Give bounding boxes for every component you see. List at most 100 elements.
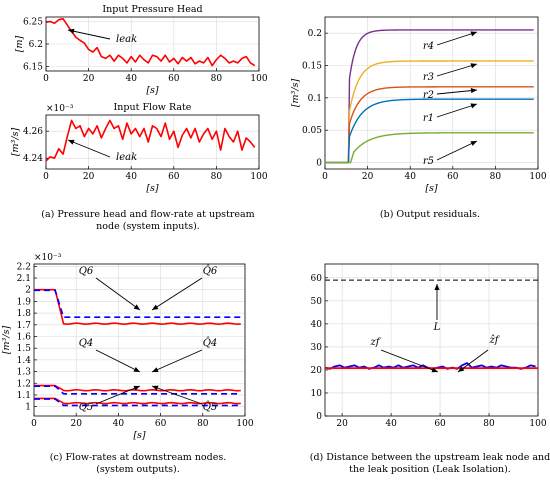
x-tick-label: 20: [83, 74, 95, 84]
axis-exponent: ×10⁻³: [34, 253, 62, 263]
leak-label-a1: leak: [116, 34, 137, 45]
y-axis-label: [m]: [14, 35, 25, 52]
x-tick-label: 80: [490, 172, 502, 182]
residual-arrow-head: [470, 88, 477, 94]
residual-label: r3: [423, 72, 434, 83]
flow-arrow: [151, 385, 203, 405]
panel-b-output-residuals: 0 20 40 60 80 100 0 0.05 0.1 0.15 0.2 [s] [m³/s] r4 r3…: [290, 16, 547, 194]
flow-series-line: [34, 384, 241, 392]
y-tick-label: 1.7: [17, 321, 32, 331]
y-tick-label: 1.5: [17, 344, 32, 354]
x-axis-label: [s]: [425, 183, 438, 194]
x-tick-label: 100: [529, 419, 546, 429]
flow-arrow: [95, 385, 141, 405]
x-tick-label: 20: [83, 172, 95, 182]
caption-c-line2: (system outputs).: [96, 464, 180, 475]
y-tick-label: 1.8: [17, 309, 32, 319]
x-tick-label: 60: [168, 172, 180, 182]
flow-label: Q̂4: [203, 337, 218, 349]
residual-arrow: [436, 31, 478, 46]
flow-label: Q4: [79, 338, 94, 349]
y-tick-label: 1: [25, 403, 31, 413]
flow-label: Q̂5: [203, 401, 218, 413]
leak-label-a2: leak: [116, 152, 137, 163]
x-tick-label: 80: [211, 172, 223, 182]
y-tick-label: 1.2: [17, 379, 31, 389]
y-tick-label: 30: [311, 343, 323, 353]
x-tick-label: 40: [385, 419, 397, 429]
panel-a2-input-flow-rate: 0 20 40 60 80 100 4.24 4.26 [s] [m³/s] Input Flow …: [10, 102, 268, 194]
caption-d-line1: (d) Distance between the upstream leak n…: [310, 452, 550, 463]
caption-a-line1: (a) Pressure head and flow-rate at upstr…: [41, 209, 254, 220]
x-tick-label: 20: [362, 172, 374, 182]
axes-frame: [45, 114, 260, 170]
y-tick-label: 20: [311, 366, 323, 376]
flow-series-line: [34, 398, 241, 407]
leak-arrow-a2: [67, 139, 111, 158]
y-tick-label: 0.05: [302, 126, 322, 136]
y-tick-label: 6.15: [23, 63, 43, 73]
y-tick-label: 0.15: [302, 62, 322, 72]
y-tick-label: 50: [311, 297, 323, 307]
flow-arrow: [95, 277, 141, 311]
y-tick-label: 0: [316, 159, 322, 169]
x-tick-label: 60: [168, 74, 180, 84]
y-tick-label: 40: [311, 320, 323, 330]
chart-title: Input Pressure Head: [102, 4, 202, 15]
residual-arrow-head: [470, 103, 477, 109]
x-tick-label: 80: [197, 419, 209, 429]
flow-arrow-head: [133, 366, 140, 372]
flow-arrow: [151, 349, 203, 373]
panel-c-downstream-flow-rates: 0 20 40 60 80 100 1 1.1 1.21.3 1.4 1.5 1.61.7 1.8 1.9…: [1, 253, 254, 441]
residual-arrow-head: [470, 31, 477, 37]
flow-label: Q6: [79, 266, 94, 277]
x-tick-label: 40: [113, 419, 125, 429]
x-tick-label: 0: [322, 172, 328, 182]
residual-label: r4: [423, 41, 434, 52]
y-tick-label: 6.2: [29, 40, 43, 50]
y-tick-label: 10: [311, 389, 323, 399]
zf-hat-label: ẑf: [489, 335, 501, 346]
x-tick-label: 60: [447, 172, 459, 182]
flow-series-line: [34, 289, 241, 318]
y-tick-label: 0: [316, 412, 322, 422]
residual-arrow: [436, 89, 478, 95]
residual-arrow: [436, 63, 478, 77]
panel-a1-input-pressure-head: 0 20 40 60 80 100 6.15 6.2 6.25 [s] [m] Input Press…: [14, 4, 268, 96]
x-axis-label: [s]: [146, 183, 159, 194]
flow-label: Q̂6: [203, 265, 218, 277]
panel-d-leak-isolation: 20 40 60 80 100 0 10 20 30 40 50 60 Lzf ẑf: [311, 263, 547, 429]
residual-arrow-head: [470, 141, 477, 146]
residual-arrow-head: [470, 63, 477, 69]
y-tick-label: 4.24: [23, 154, 43, 164]
L-arrow-head: [434, 284, 440, 290]
residual-line: [325, 29, 534, 164]
x-tick-label: 40: [125, 172, 137, 182]
flow-label: Q5: [79, 402, 94, 413]
flow-arrow-head: [133, 304, 140, 310]
residual-label: r2: [423, 90, 434, 101]
residual-line: [325, 132, 534, 164]
flow-rate-line: [45, 119, 256, 162]
flow-series-line: [34, 288, 241, 325]
axes-frame: [324, 263, 539, 417]
x-tick-label: 100: [529, 172, 546, 182]
y-tick-label: 2.1: [17, 274, 31, 284]
y-tick-label: 4.26: [23, 127, 43, 137]
leak-arrow-a1: [67, 29, 111, 40]
x-axis-label: [s]: [146, 85, 159, 96]
zf-hat-arrow-head: [458, 366, 465, 372]
flow-series-line: [34, 397, 241, 405]
y-axis-label: [m³/s]: [1, 326, 12, 355]
residual-arrow: [436, 103, 478, 118]
x-tick-label: 100: [250, 74, 267, 84]
x-tick-label: 80: [483, 419, 495, 429]
residual-line: [325, 60, 534, 164]
caption-a-line2: node (system inputs).: [96, 221, 200, 232]
x-tick-label: 20: [70, 419, 82, 429]
y-tick-label: 2: [25, 286, 31, 296]
flow-arrow: [151, 277, 203, 311]
flow-arrow-head: [152, 304, 159, 310]
residual-arrow: [436, 140, 478, 161]
